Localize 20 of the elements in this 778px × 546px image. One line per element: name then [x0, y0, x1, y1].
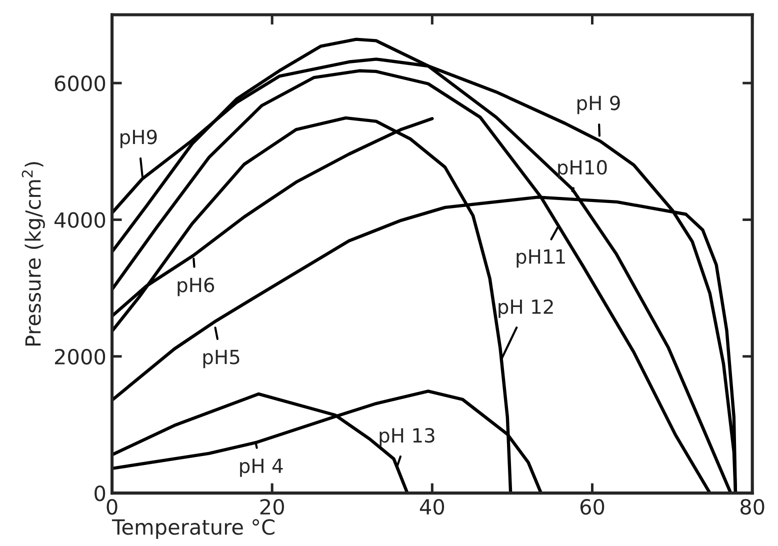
x-tick-label: 20	[260, 498, 284, 515]
annotation: pH6	[178, 278, 214, 296]
annotation: pH 12	[498, 299, 553, 318]
annotation: pH11	[516, 249, 565, 268]
annotation: pH9	[120, 130, 157, 148]
x-tick-label: 40	[420, 498, 444, 515]
y-tick-label: 0	[94, 485, 106, 502]
annotation: pH 9	[577, 96, 620, 114]
annotation: pH10	[558, 160, 607, 178]
y-axis-title: Pressure (kg/cm$^{2}$)	[22, 162, 45, 346]
y-tick-label: 2000	[54, 348, 106, 365]
x-tick-label: 80	[740, 498, 764, 515]
y-tick-label: 4000	[54, 212, 106, 228]
y-tick-label: 6000	[54, 76, 106, 92]
x-tick-label: 0	[106, 498, 118, 515]
annotation: pH 13	[380, 428, 434, 446]
x-tick-label: 60	[580, 498, 604, 515]
annotation: pH5	[203, 350, 240, 368]
annotation: pH 4	[240, 458, 283, 477]
x-axis-title: Temperature °C	[112, 519, 274, 539]
